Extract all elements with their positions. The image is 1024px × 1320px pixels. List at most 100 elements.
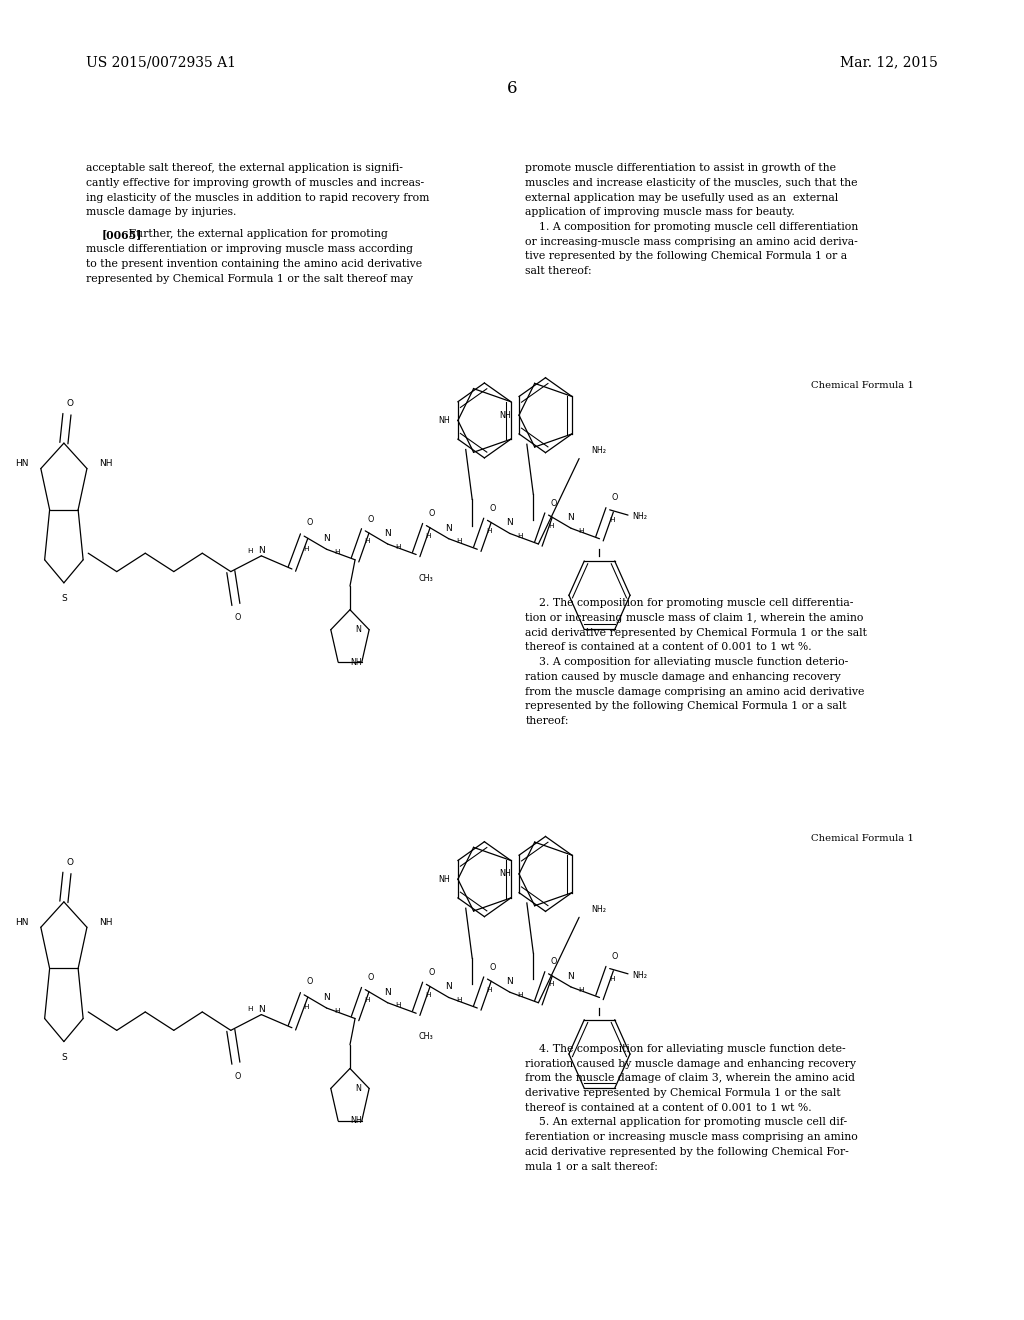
Text: O: O [306,977,312,986]
Text: H: H [609,975,614,982]
Text: N: N [324,993,330,1002]
Text: 1. A composition for promoting muscle cell differentiation: 1. A composition for promoting muscle ce… [525,222,858,232]
Text: H: H [334,1007,340,1014]
Text: Chemical Formula 1: Chemical Formula 1 [811,381,914,391]
Text: H: H [395,544,400,549]
Text: H: H [517,991,523,998]
Text: Chemical Formula 1: Chemical Formula 1 [811,833,914,842]
Text: N: N [355,1084,361,1093]
Text: NH: NH [99,917,113,927]
Text: H: H [303,545,309,552]
Text: thereof is contained at a content of 0.001 to 1 wt %.: thereof is contained at a content of 0.0… [525,643,812,652]
Text: H: H [548,981,553,987]
Text: NH₂: NH₂ [632,512,647,521]
Text: ing elasticity of the muscles in addition to rapid recovery from: ing elasticity of the muscles in additio… [86,193,430,202]
Text: derivative represented by Chemical Formula 1 or the salt: derivative represented by Chemical Formu… [525,1088,841,1098]
Text: O: O [234,1072,241,1081]
Text: O: O [551,957,557,966]
Text: from the muscle damage comprising an amino acid derivative: from the muscle damage comprising an ami… [525,686,864,697]
Text: 4. The composition for alleviating muscle function dete-: 4. The composition for alleviating muscl… [525,1044,846,1053]
Text: rioration caused by muscle damage and enhancing recovery: rioration caused by muscle damage and en… [525,1059,856,1068]
Text: N: N [445,524,453,533]
Text: H: H [426,533,431,539]
Text: thereof:: thereof: [525,715,568,726]
Text: NH: NH [438,416,450,425]
Text: NH: NH [438,875,450,883]
Text: H: H [395,1002,400,1008]
Text: NH: NH [499,870,511,878]
Text: [0065]: [0065] [101,230,142,240]
Text: to the present invention containing the amino acid derivative: to the present invention containing the … [86,259,423,269]
Text: H: H [579,986,584,993]
Text: NH: NH [350,1117,362,1125]
Text: H: H [248,548,253,553]
Text: H: H [609,517,614,523]
Text: O: O [428,510,434,519]
Text: H: H [517,533,523,539]
Text: from the muscle damage of claim 3, wherein the amino acid: from the muscle damage of claim 3, where… [525,1073,855,1084]
Text: muscles and increase elasticity of the muscles, such that the: muscles and increase elasticity of the m… [525,178,858,187]
Text: muscle differentiation or improving muscle mass according: muscle differentiation or improving musc… [86,244,414,255]
Text: N: N [445,982,453,991]
Text: Further, the external application for promoting: Further, the external application for pr… [125,230,388,239]
Text: N: N [507,977,513,986]
Text: salt thereof:: salt thereof: [525,267,592,276]
Text: O: O [489,504,496,513]
Text: N: N [384,987,391,997]
Text: acid derivative represented by Chemical Formula 1 or the salt: acid derivative represented by Chemical … [525,628,867,638]
Text: O: O [428,968,434,977]
Text: N: N [355,626,361,634]
Text: O: O [67,399,74,408]
Text: CH₃: CH₃ [419,1032,434,1041]
Text: N: N [258,1005,265,1014]
Text: NH₂: NH₂ [632,970,647,979]
Text: mula 1 or a salt thereof:: mula 1 or a salt thereof: [525,1162,658,1172]
Text: US 2015/0072935 A1: US 2015/0072935 A1 [86,55,237,70]
Text: H: H [456,539,462,544]
Text: represented by Chemical Formula 1 or the salt thereof may: represented by Chemical Formula 1 or the… [86,273,414,284]
Text: H: H [456,997,462,1003]
Text: O: O [611,952,617,961]
Text: external application may be usefully used as an  external: external application may be usefully use… [525,193,839,202]
Text: or increasing-muscle mass comprising an amino acid deriva-: or increasing-muscle mass comprising an … [525,236,858,247]
Text: muscle damage by injuries.: muscle damage by injuries. [86,207,237,218]
Text: NH₂: NH₂ [591,906,606,913]
Text: application of improving muscle mass for beauty.: application of improving muscle mass for… [525,207,795,218]
Text: O: O [306,519,312,528]
Text: HN: HN [15,459,29,467]
Text: NH: NH [499,411,511,420]
Text: H: H [365,997,370,1003]
Text: N: N [384,529,391,539]
Text: H: H [426,991,431,998]
Text: 3. A composition for alleviating muscle function deterio-: 3. A composition for alleviating muscle … [525,657,849,667]
Text: H: H [486,528,493,533]
Text: O: O [368,973,374,982]
Text: 6: 6 [507,81,517,98]
Text: N: N [258,546,265,556]
Text: Mar. 12, 2015: Mar. 12, 2015 [840,55,938,70]
Text: ration caused by muscle damage and enhancing recovery: ration caused by muscle damage and enhan… [525,672,841,682]
Text: represented by the following Chemical Formula 1 or a salt: represented by the following Chemical Fo… [525,701,847,711]
Text: acceptable salt thereof, the external application is signifi-: acceptable salt thereof, the external ap… [86,164,403,173]
Text: H: H [334,549,340,554]
Text: H: H [365,539,370,544]
Text: O: O [368,515,374,524]
Text: tion or increasing muscle mass of claim 1, wherein the amino: tion or increasing muscle mass of claim … [525,612,863,623]
Text: CH₃: CH₃ [419,574,434,582]
Text: ferentiation or increasing muscle mass comprising an amino: ferentiation or increasing muscle mass c… [525,1133,858,1142]
Text: promote muscle differentiation to assist in growth of the: promote muscle differentiation to assist… [525,164,837,173]
Text: H: H [579,528,584,533]
Text: H: H [548,523,553,528]
Text: N: N [507,519,513,528]
Text: N: N [567,972,574,981]
Text: S: S [61,1053,67,1061]
Text: H: H [303,1005,309,1010]
Text: 5. An external application for promoting muscle cell dif-: 5. An external application for promoting… [525,1118,848,1127]
Text: acid derivative represented by the following Chemical For-: acid derivative represented by the follo… [525,1147,849,1156]
Text: NH: NH [350,657,362,667]
Text: 2. The composition for promoting muscle cell differentia-: 2. The composition for promoting muscle … [525,598,854,609]
Text: cantly effective for improving growth of muscles and increas-: cantly effective for improving growth of… [86,178,424,187]
Text: H: H [486,986,493,993]
Text: O: O [489,962,496,972]
Text: HN: HN [15,917,29,927]
